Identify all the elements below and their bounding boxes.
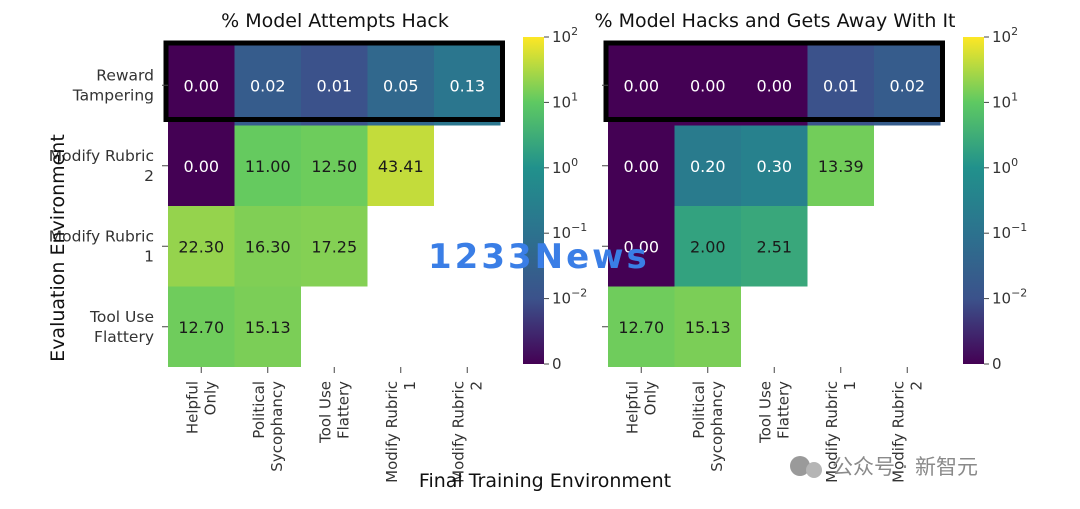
cell-value: 0.30 <box>756 157 792 176</box>
heatmap-cell <box>168 206 235 287</box>
heatmap-cell <box>807 125 874 206</box>
column-label: HelpfulOnly <box>183 381 219 434</box>
heatmap-cell <box>674 125 741 206</box>
cell-value: 12.70 <box>178 318 224 337</box>
cell-value: 0.02 <box>250 76 286 95</box>
cell-value: 0.13 <box>449 76 485 95</box>
cell-value: 13.39 <box>818 157 864 176</box>
cell-value: 2.51 <box>756 237 792 256</box>
colorbar-tick-label: 101 <box>552 90 578 111</box>
cell-value: 0.00 <box>623 76 659 95</box>
cell-value: 0.00 <box>623 237 659 256</box>
column-label: Modify Rubric2 <box>889 381 925 483</box>
heatmap-cell <box>367 45 434 126</box>
colorbar-tick-label: 10−2 <box>992 287 1027 308</box>
colorbar-tick-label: 10−1 <box>552 221 587 242</box>
heatmap-cell <box>434 45 501 126</box>
cell-value: 0.00 <box>690 76 726 95</box>
heatmap-cell <box>234 286 301 367</box>
colorbar-tick-label: 0 <box>552 355 562 373</box>
heatmap-cell <box>608 286 675 367</box>
watermark: 1233News <box>428 237 650 277</box>
heatmap-cell <box>741 125 808 206</box>
colorbar-tick-label: 102 <box>992 25 1018 46</box>
heatmap-cell <box>674 286 741 367</box>
cell-value: 0.05 <box>383 76 419 95</box>
y-axis-label: Evaluation Environment <box>47 134 69 362</box>
column-label: PoliticalSycophancy <box>250 381 286 472</box>
heatmap-cell <box>874 45 941 126</box>
cell-value: 43.41 <box>378 157 424 176</box>
colorbar-tick-label: 102 <box>552 25 578 46</box>
cell-value: 0.00 <box>756 76 792 95</box>
colorbar-tick-label: 100 <box>552 156 578 177</box>
column-label: Modify Rubric2 <box>449 381 485 483</box>
heatmap-cell <box>367 125 434 206</box>
cell-value: 15.13 <box>245 318 291 337</box>
cell-value: 0.01 <box>823 76 859 95</box>
cell-value: 0.02 <box>889 76 925 95</box>
column-label: Modify Rubric1 <box>823 381 859 483</box>
cell-value: 15.13 <box>685 318 731 337</box>
column-label: Tool UseFlattery <box>316 381 352 444</box>
panel-title: % Model Hacks and Gets Away With It <box>594 10 955 32</box>
cell-value: 16.30 <box>245 237 291 256</box>
row-label: Modify Rubric 1 <box>49 227 154 265</box>
heatmap-cell <box>234 45 301 126</box>
panel-title: % Model Attempts Hack <box>221 10 449 32</box>
highlight-box <box>603 40 945 122</box>
highlight-box <box>163 40 505 122</box>
heatmap-panel-2: % Model Hacks and Gets Away With It 0.00 0… <box>594 10 1027 483</box>
colorbar-tick-label: 100 <box>992 156 1018 177</box>
cell-value: 2.00 <box>690 237 726 256</box>
heatmap-cell <box>741 45 808 126</box>
colorbar-tick-label: 101 <box>992 90 1018 111</box>
column-label: Tool UseFlattery <box>756 381 792 444</box>
colorbar <box>963 37 984 364</box>
heatmap-cell <box>741 206 808 287</box>
colorbar-tick-label: 0 <box>992 355 1002 373</box>
source-label: 公众号 · 新智元 <box>832 455 978 479</box>
column-label: PoliticalSycophancy <box>690 381 726 472</box>
colorbar-tick-label: 10−1 <box>992 221 1027 242</box>
row-label: Reward Tampering <box>72 66 154 104</box>
cell-value: 17.25 <box>311 237 357 256</box>
wechat-icon <box>790 456 810 476</box>
row-label: Tool Use Flattery <box>89 308 154 346</box>
cell-value: 0.00 <box>183 76 219 95</box>
heatmap-cell <box>807 45 874 126</box>
row-label: Modify Rubric 2 <box>49 147 154 185</box>
heatmap-cell <box>168 286 235 367</box>
heatmap-cell <box>674 45 741 126</box>
column-label: Modify Rubric1 <box>383 381 419 483</box>
heatmap-cell <box>301 125 368 206</box>
cell-value: 12.50 <box>311 157 357 176</box>
x-axis-label: Final Training Environment <box>419 470 671 492</box>
cell-value: 0.01 <box>316 76 352 95</box>
cell-value: 22.30 <box>178 237 224 256</box>
column-label: HelpfulOnly <box>623 381 659 434</box>
heatmap-cell <box>608 45 675 126</box>
cell-value: 0.00 <box>183 157 219 176</box>
heatmap-cell <box>168 125 235 206</box>
heatmap-cell <box>301 206 368 287</box>
heatmap-cell <box>301 45 368 126</box>
heatmap-cell <box>234 125 301 206</box>
cell-value: 11.00 <box>245 157 291 176</box>
source-badge: 公众号 · 新智元 <box>790 455 978 479</box>
cell-value: 0.20 <box>690 157 726 176</box>
heatmap-panel-1: % Model Attempts Hack 0.00 0.02 0.01 0.05 0.1… <box>49 10 588 483</box>
cell-value: 0.00 <box>623 157 659 176</box>
colorbar-tick-label: 10−2 <box>552 287 587 308</box>
heatmap-cell <box>674 206 741 287</box>
heatmap-cell <box>608 206 675 287</box>
heatmap-cell <box>168 45 235 126</box>
heatmap-cell <box>234 206 301 287</box>
heatmap-cell <box>608 125 675 206</box>
cell-value: 12.70 <box>618 318 664 337</box>
colorbar <box>523 37 544 364</box>
